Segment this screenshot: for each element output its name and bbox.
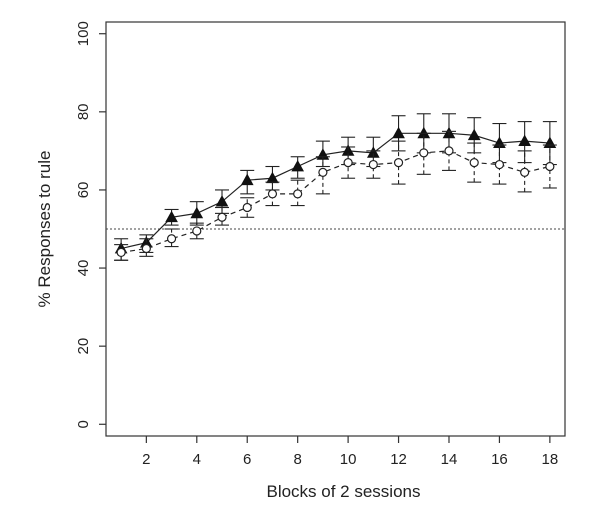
x-tick-label: 4	[193, 451, 201, 468]
series-line	[120, 132, 550, 250]
data-point-circle	[141, 243, 151, 254]
y-tick-label: 80	[75, 103, 92, 120]
data-point-triangle	[240, 173, 254, 186]
data-point-circle	[192, 226, 202, 236]
data-point-circle	[393, 158, 404, 168]
data-point-circle	[469, 158, 479, 168]
data-point-triangle	[467, 128, 481, 141]
x-tick-label: 18	[542, 451, 559, 468]
y-tick-label: 40	[75, 260, 92, 277]
data-point-circle	[368, 159, 378, 170]
x-tick-label: 10	[340, 451, 357, 468]
series-1	[114, 113, 557, 261]
x-tick-label: 2	[142, 451, 150, 468]
data-point-triangle	[190, 206, 204, 219]
data-point-triangle	[518, 134, 531, 147]
data-point-triangle	[266, 171, 279, 184]
data-point-circle	[116, 247, 126, 258]
y-tick-label: 60	[75, 182, 92, 199]
x-tick-label: 14	[441, 451, 458, 468]
y-tick-label: 100	[75, 21, 92, 46]
data-point-circle	[293, 189, 303, 199]
data-point-triangle	[366, 146, 380, 158]
x-axis-label: Blocks of 2 sessions	[266, 482, 420, 501]
data-point-triangle	[165, 210, 178, 223]
data-point-circle	[520, 167, 530, 177]
series-line	[121, 150, 551, 254]
y-axis-label: % Responses to rule	[35, 151, 54, 308]
data-point-triangle	[291, 159, 305, 172]
series-2	[114, 130, 557, 261]
data-point-circle	[444, 146, 454, 156]
data-point-circle	[494, 159, 505, 170]
x-tick-label: 8	[293, 451, 301, 468]
data-point-circle	[166, 234, 177, 244]
y-tick-label: 0	[75, 420, 92, 428]
data-point-circle	[242, 202, 252, 213]
data-point-circle	[217, 212, 227, 222]
data-point-triangle	[215, 195, 229, 207]
x-tick-label: 16	[491, 451, 508, 468]
data-point-circle	[419, 148, 429, 158]
data-point-triangle	[392, 126, 405, 139]
data-point-circle	[545, 161, 555, 172]
data-point-circle	[267, 189, 278, 199]
y-tick-label: 20	[75, 338, 92, 355]
data-point-circle	[318, 167, 328, 177]
x-tick-label: 12	[390, 451, 407, 468]
x-tick-label: 6	[243, 451, 251, 468]
data-point-circle	[343, 158, 353, 168]
